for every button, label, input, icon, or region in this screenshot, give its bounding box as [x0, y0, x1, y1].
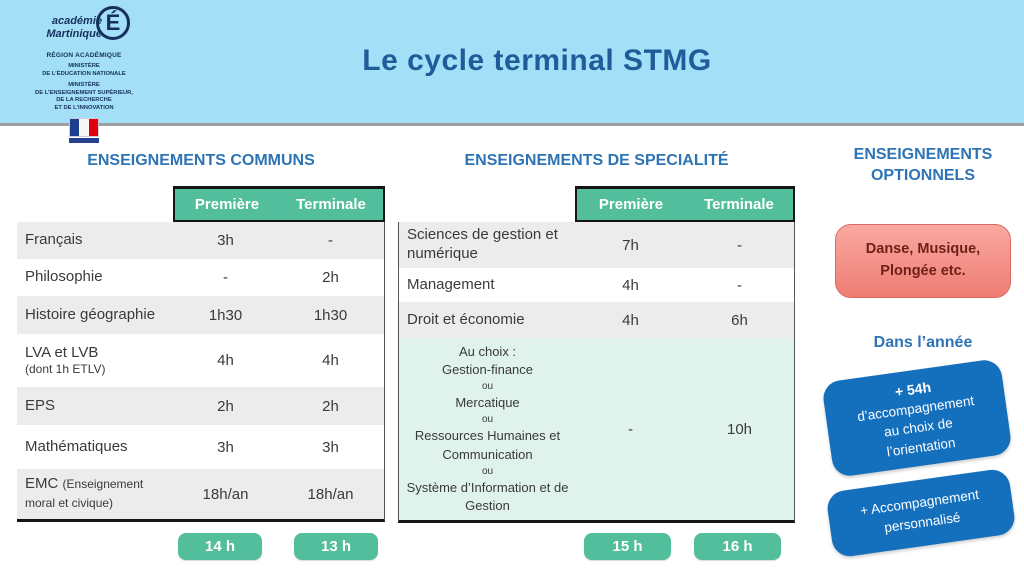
- ministere-enseignement-label: MINISTÈRE DE L’ENSEIGNEMENT SUPÉRIEUR, D…: [35, 82, 133, 111]
- table-row: Sciences de gestion et numérique 7h -: [399, 222, 794, 268]
- column-header-premiere: Première: [598, 196, 664, 213]
- dans-lannee-heading: Dans l’année: [873, 334, 973, 351]
- table-row-au-choix: Au choix : Gestion-finance ou Mercatique…: [399, 338, 794, 520]
- flag-caption-bar: [69, 138, 99, 144]
- academie-name: académie Martinique: [46, 15, 102, 40]
- accompagnement-personnalise-box: + Accompagnement personnalisé: [825, 467, 1017, 559]
- column-header-terminale: Terminale: [704, 196, 774, 213]
- specialite-table-body: Sciences de gestion et numérique 7h - Ma…: [398, 222, 795, 523]
- total-premiere-specialite: 15 h: [584, 533, 671, 560]
- commons-table-header: Première Terminale: [173, 186, 385, 222]
- optionnels-examples-box: Danse, Musique, Plongée etc.: [835, 224, 1011, 298]
- table-row: Mathématiques 3h 3h: [17, 425, 384, 469]
- commons-table: Première Terminale Français 3h - Philoso…: [17, 186, 385, 522]
- table-row: EMC (Enseignement moral et civique) 18h/…: [17, 469, 384, 519]
- table-row: Management 4h -: [399, 268, 794, 302]
- total-terminale-specialite: 16 h: [694, 533, 781, 560]
- specialite-heading: ENSEIGNEMENTS DE SPECIALITÉ: [464, 152, 729, 169]
- header-band: académie Martinique É RÉGION ACADÉMIQUE …: [0, 0, 1024, 144]
- specialite-table-header: Première Terminale: [575, 186, 795, 222]
- specialite-table: Première Terminale Sciences de gestion e…: [398, 186, 795, 523]
- table-row: LVA et LVB (dont 1h ETLV) 4h 4h: [17, 334, 384, 387]
- region-academique-label: RÉGION ACADÉMIQUE: [46, 52, 122, 59]
- choice-options-list: Au choix : Gestion-finance ou Mercatique…: [406, 343, 569, 513]
- ministere-education-label: MINISTÈRE DE L’ÉDUCATION NATIONALE: [42, 63, 126, 77]
- commons-table-body: Français 3h - Philosophie - 2h Histoire …: [17, 222, 385, 522]
- optionnels-heading: ENSEIGNEMENTS OPTIONNELS: [853, 146, 993, 184]
- table-row: Français 3h -: [17, 222, 384, 259]
- column-header-terminale: Terminale: [296, 196, 366, 213]
- accompagnement-orientation-box: + 54h d’accompagnement au choix de l’ori…: [821, 357, 1013, 479]
- table-row: EPS 2h 2h: [17, 387, 384, 425]
- table-row: Philosophie - 2h: [17, 259, 384, 296]
- total-premiere-commons: 14 h: [178, 533, 262, 560]
- commons-heading: ENSEIGNEMENTS COMMUNS: [87, 152, 315, 169]
- page-title: Le cycle terminal STMG: [362, 44, 712, 77]
- academie-e-icon: É: [96, 6, 130, 40]
- table-row: Histoire géographie 1h30 1h30: [17, 296, 384, 334]
- academie-martinique-logo: académie Martinique É RÉGION ACADÉMIQUE …: [28, 6, 140, 144]
- column-header-premiere: Première: [194, 196, 260, 213]
- table-row: Droit et économie 4h 6h: [399, 302, 794, 338]
- france-flag-icon: [69, 118, 99, 138]
- total-terminale-commons: 13 h: [294, 533, 378, 560]
